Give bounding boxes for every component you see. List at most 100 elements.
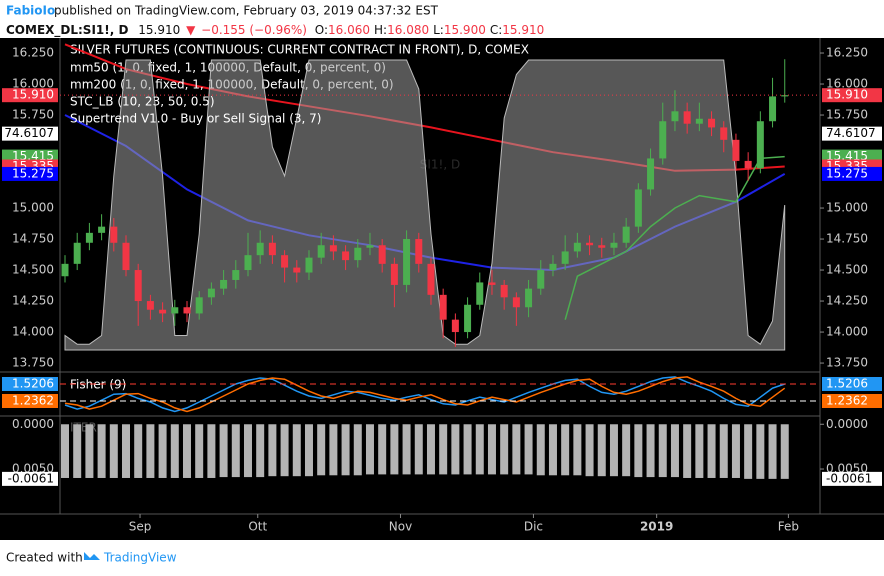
candle-body (220, 279, 228, 289)
histogram-bar (402, 424, 411, 475)
candle-body (561, 251, 569, 264)
histogram-bar (768, 424, 777, 479)
published: published on TradingView.com, February 0… (54, 4, 439, 18)
price-tag-label: 15.275 (826, 166, 868, 180)
candle-body (610, 242, 618, 248)
price-tag-label: 74.6107 (4, 126, 54, 140)
y-tick-label: 14.750 (12, 232, 54, 246)
histogram-bar (158, 424, 167, 478)
price-tag-label: 15.275 (12, 166, 54, 180)
candle-body (671, 111, 679, 122)
price-tag-label: 74.6107 (826, 126, 876, 140)
histogram-bar (231, 424, 240, 478)
candle-body (342, 251, 350, 261)
quote-value: 15.900 (444, 23, 486, 37)
tv-logo (84, 552, 100, 560)
candle-body (244, 255, 252, 271)
histogram-bar (634, 424, 643, 478)
x-tick-label: 2019 (640, 520, 673, 534)
candle-body (183, 307, 191, 314)
x-tick-label: Feb (778, 520, 799, 534)
price-tag-label: -0.0061 (826, 471, 872, 485)
footer-brand[interactable]: TradingView (103, 551, 177, 565)
y-tick-label: 13.750 (826, 356, 868, 370)
candle-body (195, 297, 203, 314)
candle-body (464, 304, 472, 333)
candle-body (573, 242, 581, 252)
candle-body (586, 242, 594, 246)
histogram-bar (780, 424, 789, 479)
y-tick-label: 0.0000 (12, 417, 54, 431)
price-tag (2, 88, 58, 103)
quote-line: COMEX_DL:SI1!, D 15.910 ▼ −0.155 (−0.96%… (6, 23, 544, 38)
histogram-bar (475, 424, 484, 475)
candle-body (476, 282, 484, 305)
price-tag (822, 166, 882, 181)
y-tick-label: 16.250 (12, 46, 54, 60)
candle-body (281, 255, 289, 268)
histogram-bar (97, 424, 106, 478)
histogram-bar (731, 424, 740, 478)
y-tick-label: 14.250 (826, 294, 868, 308)
y-tick-label: 14.000 (12, 325, 54, 339)
histogram-bar (622, 424, 631, 477)
price-tag (2, 393, 58, 408)
histogram-bar (73, 424, 82, 478)
y-tick-label: 15.000 (12, 201, 54, 215)
histogram-bar (85, 424, 94, 478)
candle-body (634, 189, 642, 227)
histogram-bar (61, 424, 70, 478)
candle-body (256, 242, 264, 256)
pane-title: SILVER FUTURES (CONTINUOUS: CURRENT CONT… (70, 43, 529, 57)
candle-body (781, 95, 789, 97)
symbol: COMEX_DL:SI1!, D (6, 23, 128, 38)
y-tick-label: 14.500 (826, 263, 868, 277)
histogram-bar (585, 424, 594, 477)
candle-body (512, 297, 520, 308)
indicator-line (64, 376, 786, 413)
price-tag (822, 376, 882, 391)
histogram-bar (341, 424, 350, 476)
histogram-bar (109, 424, 118, 478)
histogram-bar (146, 424, 155, 478)
price-tag (822, 88, 882, 103)
candle-body (354, 247, 362, 261)
histogram-bar (439, 424, 448, 475)
histogram-bar (280, 424, 289, 477)
price-tag (2, 376, 58, 391)
price-tag-label: 1.2362 (826, 393, 868, 407)
quote-value: 16.080 (387, 23, 429, 37)
candle-body (232, 270, 240, 280)
candle-body (695, 118, 703, 124)
price-tag-label: -0.0061 (8, 471, 54, 485)
histogram-bar (304, 424, 313, 477)
candle-body (61, 263, 69, 277)
candle-body (366, 245, 374, 248)
price-tag (822, 126, 882, 141)
candle-body (378, 245, 386, 264)
y-tick-label: 15.750 (12, 108, 54, 122)
candle-body (549, 263, 557, 271)
y-tick-label: 16.000 (826, 77, 868, 91)
price-tag-label: 1.5206 (826, 376, 868, 390)
histogram-bar (243, 424, 252, 478)
histogram-bar (390, 424, 399, 475)
histogram-bar (670, 424, 679, 478)
candle-body (769, 96, 777, 122)
histogram-bar (548, 424, 557, 476)
candle-body (415, 239, 423, 264)
y-tick-label: 14.500 (12, 263, 54, 277)
histogram-bar (207, 424, 216, 478)
histogram-bar (524, 424, 533, 475)
histogram-bar (463, 424, 472, 475)
x-tick-label: Ott (248, 520, 267, 534)
author[interactable]: FabioIo (6, 4, 55, 18)
candle-body (73, 242, 81, 264)
candle-body (720, 127, 728, 140)
candle-body (525, 288, 533, 308)
legend-entry: Supertrend V1.0 - Buy or Sell Signal (3,… (70, 112, 321, 126)
footer-text: Created with (6, 551, 83, 565)
quote-label: O: (315, 23, 328, 37)
candle-body (708, 118, 716, 128)
